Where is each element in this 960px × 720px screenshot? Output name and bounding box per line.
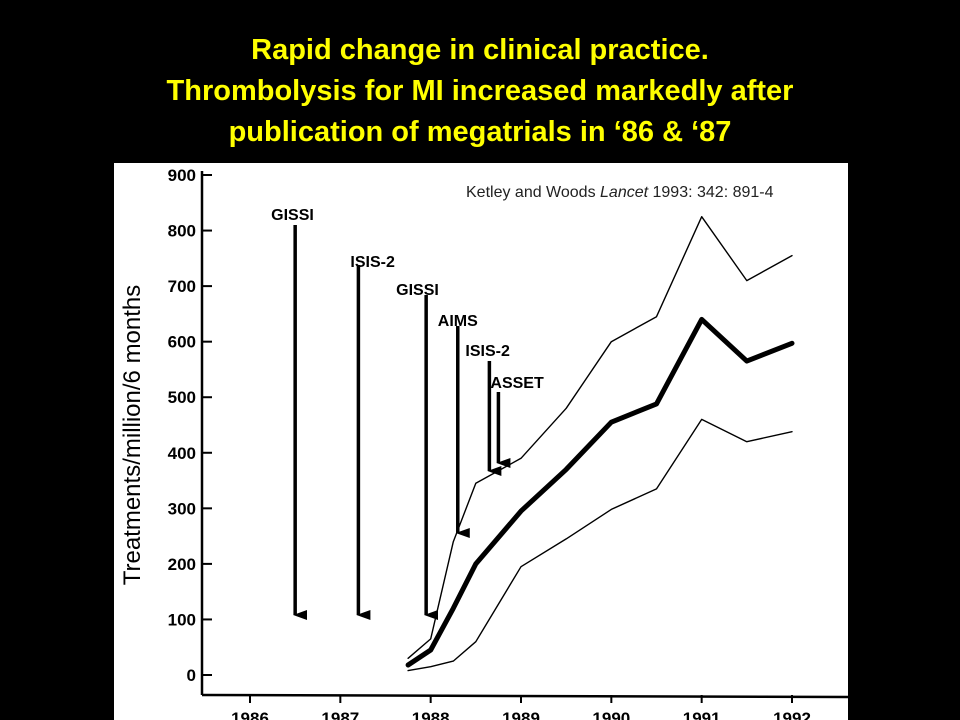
x-axis-line [201, 693, 848, 699]
y-tick-label-300: 300 [168, 499, 196, 518]
y-tick-label-600: 600 [168, 333, 196, 352]
y-tick-label-500: 500 [168, 388, 196, 407]
title-line-1: Rapid change in clinical practice. [251, 34, 709, 66]
series-line-upper [407, 216, 793, 659]
series-line-mean [405, 316, 795, 668]
y-tick-label-200: 200 [168, 555, 196, 574]
y-tick-label-100: 100 [168, 610, 196, 629]
arrow-label-4: AIMS [438, 313, 478, 330]
y-axis-title: Treatments/million/6 months [119, 285, 146, 586]
x-tick-label-1990: 1990 [592, 709, 630, 720]
x-tick-label-1989: 1989 [502, 709, 540, 720]
arrow-label-2: ISIS-2 [350, 254, 395, 271]
chart-panel: 0 100 200 300 400 500 600 700 800 900 1986 1987 1988… [114, 163, 848, 720]
y-tick-label-0: 0 [187, 666, 196, 685]
series-line-lower [407, 418, 793, 672]
line-chart: 0 100 200 300 400 500 600 700 800 900 1986 1987 1988… [119, 166, 848, 720]
y-tick-label-700: 700 [168, 277, 196, 296]
arrow-label-6: ASSET [490, 375, 544, 392]
x-tick-label-1992: 1992 [773, 709, 811, 720]
title-line-2: Thrombolysis for MI increased markedly a… [166, 75, 794, 107]
x-tick-label-1987: 1987 [321, 709, 359, 720]
arrow-label-3: GISSI [396, 282, 439, 299]
x-tick-label-1988: 1988 [412, 709, 450, 720]
slide-title: Rapid change in clinical practice. Throm… [0, 30, 960, 153]
arrow-label-5: ISIS-2 [465, 343, 510, 360]
x-tick-label-1991: 1991 [683, 709, 721, 720]
arrow-label-1: GISSI [271, 207, 314, 224]
title-line-3: publication of megatrials in ‘86 & ‘87 [228, 116, 732, 148]
x-tick-label-1986: 1986 [231, 709, 269, 720]
citation: Ketley and Woods Lancet 1993: 342: 891-4 [466, 184, 774, 201]
y-tick-label-400: 400 [168, 444, 196, 463]
y-tick-label-900: 900 [168, 166, 196, 185]
y-tick-label-800: 800 [168, 222, 196, 241]
